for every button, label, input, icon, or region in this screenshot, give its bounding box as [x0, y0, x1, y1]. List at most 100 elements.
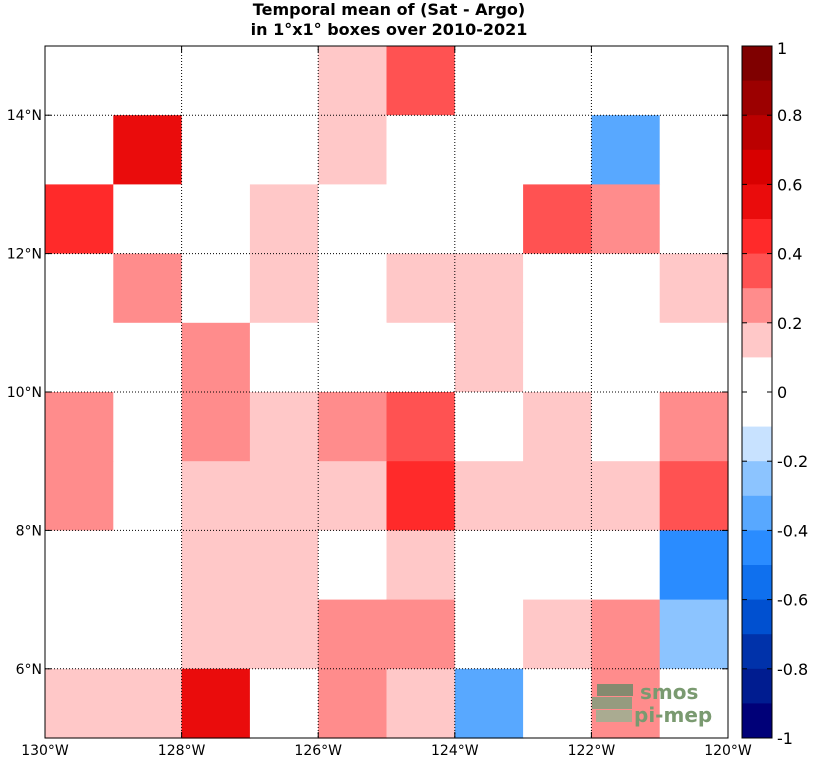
heatmap-cell — [113, 668, 183, 739]
heatmap-cell — [523, 253, 592, 324]
heatmap-cell — [454, 668, 524, 739]
heatmap-cell — [454, 115, 524, 185]
heatmap-cell — [45, 322, 114, 393]
y-tick-label: 10°N — [7, 385, 42, 401]
heatmap-cell — [659, 461, 729, 531]
heatmap-cell — [249, 530, 319, 601]
chart-title-line-2: in 1°x1° boxes over 2010-2021 — [250, 20, 528, 39]
heatmap-cell — [523, 392, 592, 462]
heatmap-cell — [113, 115, 183, 185]
heatmap-cell — [249, 253, 319, 324]
smos-pi-mep-logo: smos pi-mep — [592, 680, 712, 727]
heatmap-cell — [318, 668, 388, 739]
colorbar-level — [742, 288, 772, 324]
colorbar: 1 0.8 0.6 0.4 0.2 0 -0.2 -0.4 -0.6 -0.8 -1 — [741, 39, 808, 748]
x-tick-label: 126°W — [294, 743, 342, 759]
heatmap-cell — [523, 599, 592, 670]
heatmap-cell — [113, 322, 183, 393]
heatmap-cell — [659, 322, 729, 393]
heatmap-cell — [181, 530, 251, 601]
heatmap-cell — [181, 668, 251, 739]
heatmap-cell — [45, 668, 114, 739]
y-tick-label: 14°N — [7, 108, 42, 124]
colorbar-tick-label: 0.8 — [777, 106, 802, 125]
heatmap-cell — [386, 392, 456, 462]
heatmap-cell — [386, 322, 456, 393]
heatmap-cell — [249, 599, 319, 670]
heatmap-cell — [45, 253, 114, 324]
colorbar-tick-label: 0 — [777, 383, 787, 402]
heatmap-cell — [659, 46, 729, 116]
colorbar-level — [742, 219, 772, 255]
colorbar-level — [742, 495, 772, 531]
heatmap-cell — [386, 115, 456, 185]
x-tick-label: 130°W — [21, 743, 69, 759]
colorbar-level — [742, 426, 772, 462]
heatmap-cell — [386, 461, 456, 531]
heatmap-cell — [318, 322, 388, 393]
x-tick-label: 122°W — [568, 743, 616, 759]
heatmap-cell — [249, 668, 319, 739]
x-tick-label: 124°W — [431, 743, 479, 759]
heatmap-cell — [45, 392, 114, 462]
heatmap-cell — [591, 530, 661, 601]
heatmap-cell — [386, 599, 456, 670]
heatmap-cell — [659, 392, 729, 462]
heatmap-cell — [591, 392, 661, 462]
heatmap-cell — [386, 668, 456, 739]
heatmap-cell — [523, 184, 592, 255]
heatmap-cell — [181, 46, 251, 116]
heatmap-cell — [523, 530, 592, 601]
heatmap-cell — [523, 46, 592, 116]
heatmap-cell — [523, 322, 592, 393]
heatmap-cell — [113, 461, 183, 531]
heatmap-cell — [181, 322, 251, 393]
heatmap-cell — [113, 253, 183, 324]
colorbar-level — [742, 461, 772, 497]
heatmap-cell — [659, 668, 729, 739]
x-tick-label: 120°W — [704, 743, 752, 759]
heatmap-cell — [454, 461, 524, 531]
chart-title: Temporal mean of (Sat - Argo) in 1°x1° b… — [0, 0, 778, 40]
heatmap-cell — [113, 392, 183, 462]
heatmap-cell — [318, 184, 388, 255]
heatmap-cell — [45, 530, 114, 601]
heatmap-cell — [659, 253, 729, 324]
heatmap-cell — [591, 115, 661, 185]
heatmap-cell — [45, 115, 114, 185]
colorbar-level — [742, 253, 772, 289]
y-tick-label: 12°N — [7, 247, 42, 263]
heatmap-cell — [523, 461, 592, 531]
logo-text-line-2: pi-mep — [634, 703, 712, 727]
heatmap-cell — [454, 322, 524, 393]
heatmap-cell — [318, 253, 388, 324]
heatmap-cell — [591, 599, 661, 670]
heatmap-cell — [181, 115, 251, 185]
x-axis-labels: 130°W 128°W 126°W 124°W 122°W 120°W — [21, 743, 752, 759]
colorbar-level — [742, 80, 772, 116]
colorbar-level — [742, 565, 772, 601]
y-tick-label: 6°N — [16, 662, 42, 678]
heatmap-cell — [249, 392, 319, 462]
y-axis-labels: 6°N 8°N 10°N 12°N 14°N — [7, 108, 42, 678]
y-tick-label: 8°N — [16, 523, 42, 539]
heatmap-cell — [454, 184, 524, 255]
heatmap-cell — [659, 599, 729, 670]
heatmap-cell — [591, 322, 661, 393]
heatmap-cells — [45, 46, 729, 739]
colorbar-tick-label: -1 — [777, 729, 793, 748]
colorbar-level — [742, 530, 772, 566]
heatmap-cell — [454, 530, 524, 601]
heatmap-cell — [386, 46, 456, 116]
colorbar-level — [742, 184, 772, 220]
heatmap-cell — [318, 392, 388, 462]
heatmap-cell — [318, 599, 388, 670]
heatmap-cell — [454, 392, 524, 462]
heatmap-cell — [45, 184, 114, 255]
colorbar-tick-label: -0.4 — [777, 521, 808, 540]
colorbar-levels — [742, 46, 772, 739]
heatmap-cell — [523, 668, 592, 739]
heatmap-cell — [591, 184, 661, 255]
logo-text-line-1: smos — [640, 680, 698, 704]
